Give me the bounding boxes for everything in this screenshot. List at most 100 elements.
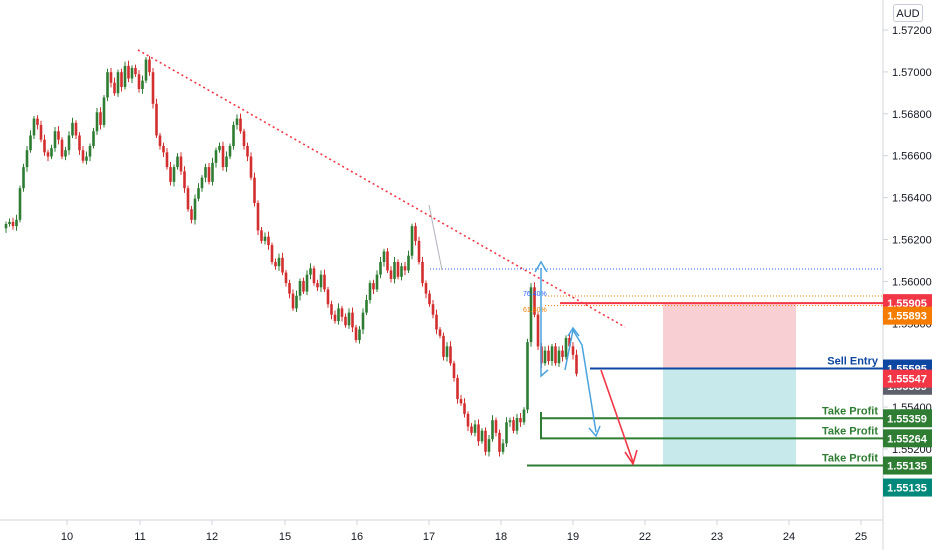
sell-projection-arrowhead — [624, 449, 638, 466]
candle-body — [102, 97, 106, 125]
candle-body — [414, 226, 417, 241]
price-level-value: 1.55135 — [887, 461, 927, 473]
candle-body — [134, 67, 137, 75]
candle-body — [43, 139, 46, 153]
candle-body — [333, 314, 337, 322]
candle-body — [421, 262, 424, 284]
price-tick-label: 1.56000 — [892, 276, 932, 288]
candle-body — [477, 424, 480, 442]
candle-body — [305, 274, 309, 292]
candle-body — [554, 346, 557, 364]
candle-body — [193, 198, 197, 220]
price-tick-label: 1.56400 — [892, 193, 932, 205]
candle-body — [165, 152, 169, 168]
candle-body — [225, 156, 228, 168]
candle-body — [253, 177, 256, 203]
candle-body — [494, 420, 498, 433]
candle-body — [200, 177, 204, 189]
candle-body — [571, 346, 575, 355]
price-level-value: 1.55264 — [887, 433, 928, 445]
candle-body — [109, 72, 113, 83]
candle-body — [186, 188, 190, 210]
candle-body — [396, 262, 400, 277]
candle-body — [211, 162, 214, 182]
candle-body — [347, 312, 351, 326]
candle-body — [155, 103, 158, 136]
candle-body — [57, 131, 60, 140]
candle-body — [197, 188, 200, 199]
candle-body — [449, 346, 452, 364]
candle-body — [120, 72, 123, 87]
projection-path — [564, 327, 597, 433]
price-level-label: Take Profit — [822, 453, 878, 465]
candle-body — [291, 293, 295, 309]
candle-body — [522, 409, 526, 423]
projection-arrow — [567, 326, 580, 337]
candle-body — [267, 236, 270, 246]
time-tick-label: 18 — [495, 531, 507, 543]
candle-body — [274, 262, 277, 267]
candle-body — [151, 72, 155, 104]
candle-body — [288, 283, 291, 294]
candle-body — [431, 304, 435, 315]
time-tick-label: 25 — [855, 531, 867, 543]
candle-body — [302, 280, 305, 292]
candle-body — [515, 418, 519, 431]
candle-body — [561, 350, 564, 357]
sell-projection-arrow — [600, 369, 634, 463]
candle-body — [470, 426, 473, 433]
candle-body — [71, 122, 74, 136]
fib-label: 61.80% — [523, 307, 547, 314]
candle-body — [337, 308, 340, 322]
candle-body — [256, 202, 260, 231]
candle-body — [232, 124, 235, 146]
currency-badge[interactable]: AUD — [893, 4, 923, 22]
price-tick-label: 1.56600 — [892, 151, 932, 163]
projection-arrow — [534, 260, 548, 273]
candle-body — [172, 167, 176, 182]
candle-body — [60, 139, 64, 157]
candle-body — [365, 299, 368, 313]
candle-body — [176, 156, 179, 168]
price-tick-label: 1.57000 — [892, 67, 932, 79]
price-level-tag — [883, 306, 932, 325]
candle-body — [78, 135, 81, 151]
candle-body — [190, 209, 193, 220]
candle-body — [204, 167, 207, 178]
candle-body — [85, 156, 88, 161]
price-level-tag — [883, 429, 932, 448]
candle-body — [88, 146, 92, 157]
candle-body — [106, 72, 109, 98]
candle-body — [74, 122, 78, 136]
candle-body — [207, 167, 211, 182]
candle-body — [575, 354, 578, 374]
candle-body — [277, 257, 281, 267]
candle-body — [246, 146, 249, 157]
candle-body — [536, 314, 540, 347]
candle-body — [137, 74, 141, 90]
candle-body — [295, 295, 298, 309]
candle-body — [179, 156, 183, 172]
candle-body — [228, 146, 232, 157]
time-tick-label: 10 — [61, 531, 73, 543]
candle-body — [557, 350, 561, 364]
candle-body — [463, 403, 466, 414]
candle-body — [270, 245, 274, 262]
candle-body — [547, 350, 550, 362]
candlestick-series — [4, 56, 578, 457]
candle-body — [368, 283, 372, 300]
candle-body — [529, 287, 533, 343]
price-level-tag — [883, 409, 932, 428]
drawing-overlays: 76.40% 61.80% — [0, 0, 884, 550]
time-tick-label: 22 — [639, 531, 651, 543]
candle-body — [214, 150, 218, 163]
candle-body — [32, 118, 36, 136]
candle-body — [316, 283, 319, 288]
time-axis[interactable]: 10 11 12 15 16 17 18 19 22 23 24 25 — [61, 520, 867, 543]
candle-body — [235, 118, 239, 125]
candle-body — [386, 251, 389, 271]
price-level-tag — [883, 456, 932, 475]
candle-body — [36, 118, 39, 125]
candle-body — [162, 146, 165, 153]
